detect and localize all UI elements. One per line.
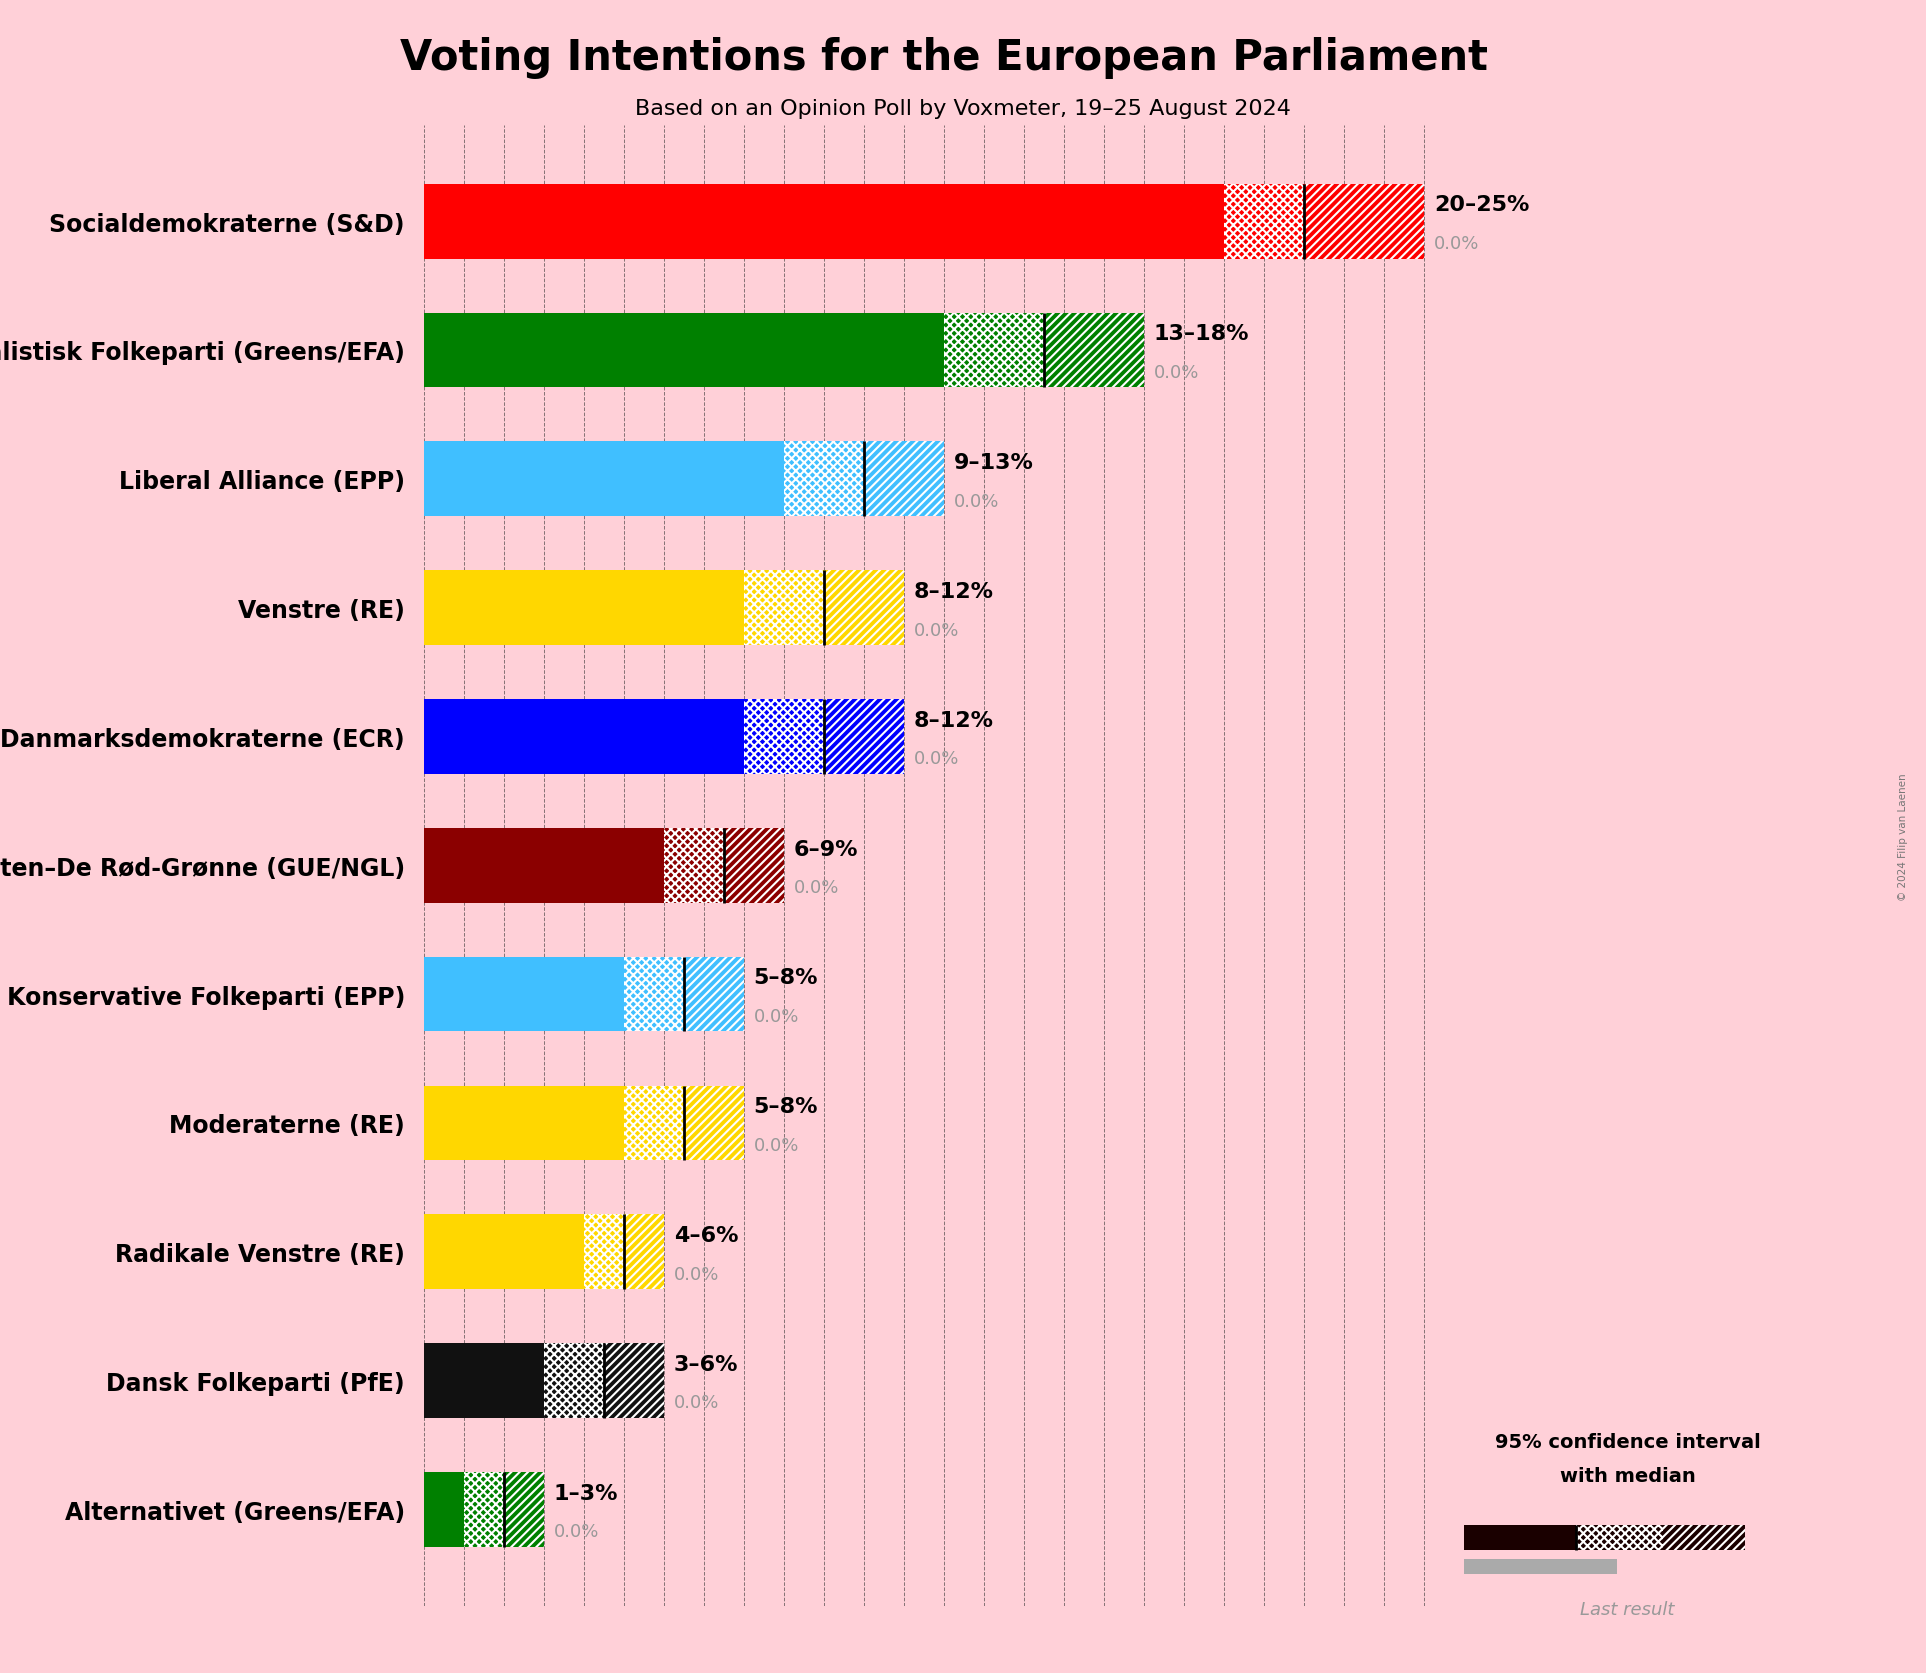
Text: with median: with median [1560, 1466, 1695, 1486]
Bar [724, 828, 784, 903]
Bar [424, 828, 664, 903]
Text: 5–8%: 5–8% [753, 1096, 819, 1116]
Bar [824, 699, 903, 775]
Text: Last result: Last result [1579, 1601, 1676, 1618]
Bar [424, 442, 784, 517]
Bar [424, 1472, 464, 1548]
Text: 0.0%: 0.0% [913, 750, 959, 768]
Text: 6–9%: 6–9% [794, 840, 859, 858]
Bar [624, 957, 684, 1032]
Bar [684, 1086, 743, 1161]
Bar [1575, 1524, 1662, 1551]
Bar [424, 699, 743, 775]
Bar [424, 184, 1223, 259]
Bar [603, 1343, 664, 1419]
Bar [664, 828, 724, 903]
Title: Voting Intentions for the European Parliament: Voting Intentions for the European Parli… [401, 37, 1487, 79]
Text: 0.0%: 0.0% [753, 1007, 799, 1026]
Bar [624, 1086, 684, 1161]
Bar [1223, 184, 1304, 259]
Bar [424, 570, 743, 646]
Text: © 2024 Filip van Laenen: © 2024 Filip van Laenen [1897, 773, 1909, 900]
Text: 1–3%: 1–3% [555, 1482, 618, 1502]
Text: 95% confidence interval: 95% confidence interval [1495, 1432, 1760, 1452]
Bar [1662, 1524, 1745, 1551]
Bar [424, 957, 624, 1032]
Bar [944, 313, 1044, 388]
Bar [743, 570, 824, 646]
Text: 0.0%: 0.0% [674, 1265, 718, 1283]
Bar [863, 442, 944, 517]
Bar [1464, 1524, 1575, 1551]
Text: 5–8%: 5–8% [753, 967, 819, 987]
Bar [543, 1343, 603, 1419]
Text: 8–12%: 8–12% [913, 582, 994, 602]
Bar [464, 1472, 505, 1548]
Bar [424, 1343, 543, 1419]
Text: 0.0%: 0.0% [953, 492, 1000, 510]
Bar [584, 1215, 624, 1290]
Text: 9–13%: 9–13% [953, 453, 1034, 473]
Bar [1044, 313, 1144, 388]
Bar [784, 442, 863, 517]
Text: 3–6%: 3–6% [674, 1353, 738, 1374]
Bar [1304, 184, 1423, 259]
Text: 0.0%: 0.0% [753, 1136, 799, 1154]
Text: 0.0%: 0.0% [794, 878, 840, 897]
Text: 0.0%: 0.0% [555, 1522, 599, 1541]
Text: 0.0%: 0.0% [913, 621, 959, 639]
Bar [743, 699, 824, 775]
Bar [505, 1472, 543, 1548]
Bar [624, 1215, 664, 1290]
Text: 0.0%: 0.0% [1433, 234, 1479, 253]
Bar [424, 1086, 624, 1161]
Bar [684, 957, 743, 1032]
Text: 13–18%: 13–18% [1154, 325, 1250, 345]
Text: Based on an Opinion Poll by Voxmeter, 19–25 August 2024: Based on an Opinion Poll by Voxmeter, 19… [636, 99, 1290, 119]
Bar [424, 313, 944, 388]
Text: 20–25%: 20–25% [1433, 196, 1529, 216]
Text: 4–6%: 4–6% [674, 1225, 738, 1245]
Bar [1464, 1559, 1618, 1574]
Text: 0.0%: 0.0% [1154, 363, 1200, 381]
Bar [424, 1215, 584, 1290]
Text: 0.0%: 0.0% [674, 1394, 718, 1412]
Bar [824, 570, 903, 646]
Text: 8–12%: 8–12% [913, 711, 994, 731]
